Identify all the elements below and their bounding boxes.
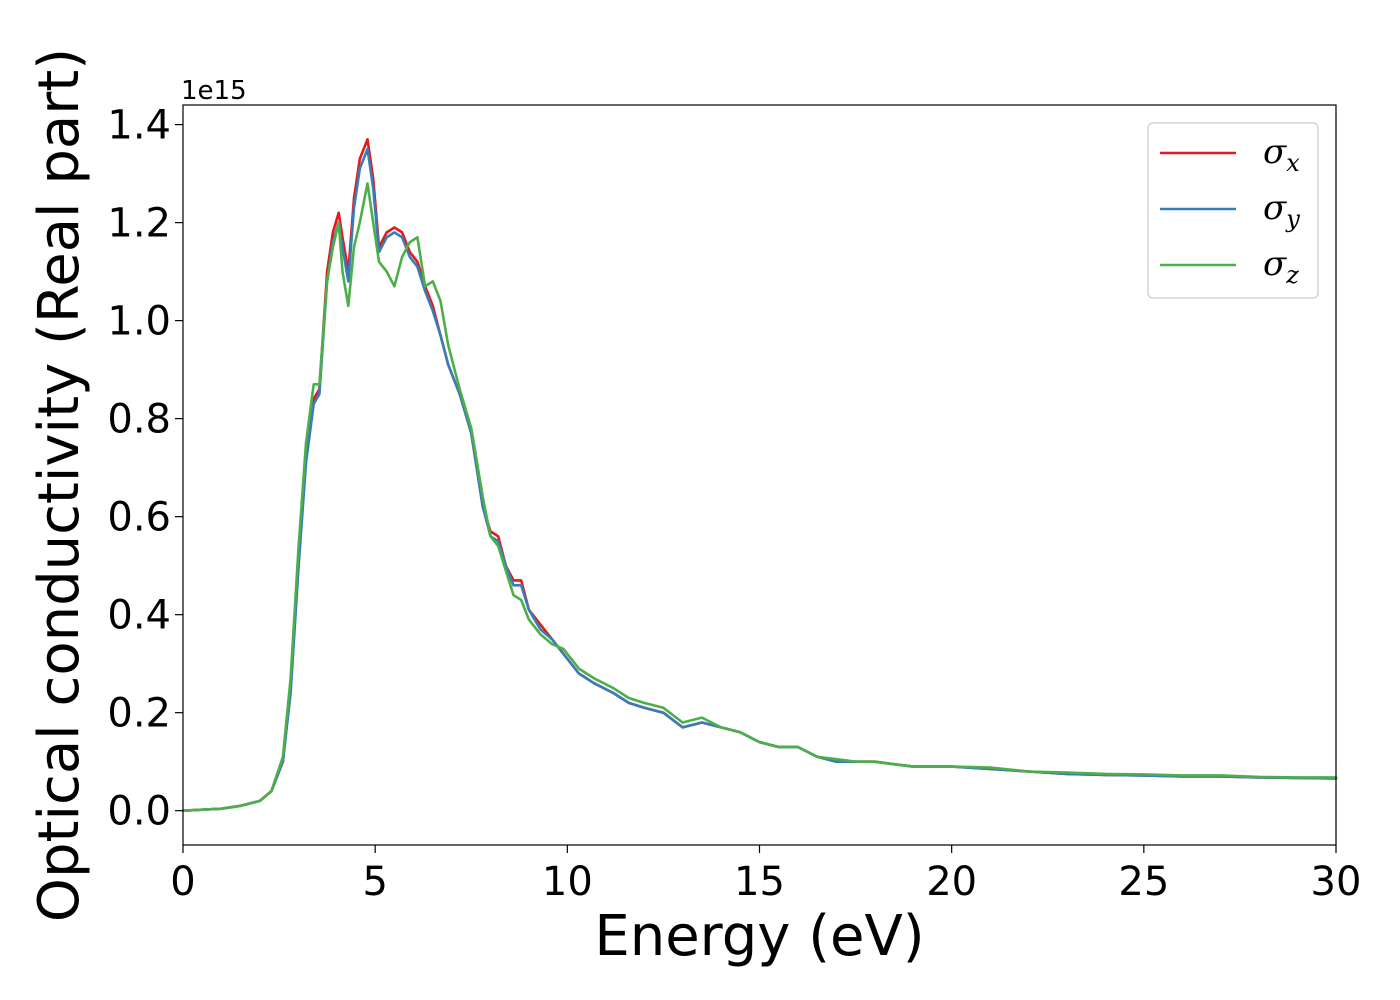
series-line-z bbox=[181, 182, 1338, 813]
x-tick-label: 5 bbox=[362, 859, 387, 905]
y-tick-label: 0.8 bbox=[107, 397, 171, 443]
x-axis-ticks: 0 5 10 15 20 25 30 bbox=[170, 845, 1361, 905]
y-tick-label: 0.4 bbox=[107, 593, 171, 639]
series-layer bbox=[181, 138, 1338, 813]
x-axis-label: Energy (eV) bbox=[594, 904, 924, 969]
y-axis-label: Optical conductivity (Real part) bbox=[27, 48, 92, 922]
x-tick-label: 30 bbox=[1311, 859, 1362, 905]
y-tick-label: 1.4 bbox=[107, 103, 171, 149]
y-tick-label: 0.0 bbox=[107, 789, 171, 835]
x-tick-label: 15 bbox=[734, 859, 785, 905]
y-tick-label: 0.6 bbox=[107, 495, 171, 541]
x-tick-label: 10 bbox=[542, 859, 593, 905]
y-tick-label: 0.2 bbox=[107, 691, 171, 737]
legend-box bbox=[1147, 122, 1319, 299]
legend-label-z: σz bbox=[1263, 244, 1299, 289]
x-tick-label: 25 bbox=[1118, 859, 1169, 905]
x-tick-label: 0 bbox=[170, 859, 195, 905]
legend-label-x: σx bbox=[1263, 132, 1300, 177]
y-axis-ticks: 0.0 0.2 0.4 0.6 0.8 1.0 1.2 1.4 bbox=[107, 103, 183, 835]
y-tick-label: 1.0 bbox=[107, 299, 171, 345]
legend: σx σy σz bbox=[1147, 122, 1319, 299]
legend-label-y: σy bbox=[1263, 188, 1300, 233]
y-axis-offset-label: 1e15 bbox=[181, 76, 247, 106]
x-tick-label: 20 bbox=[926, 859, 977, 905]
y-tick-label: 1.2 bbox=[107, 201, 171, 247]
